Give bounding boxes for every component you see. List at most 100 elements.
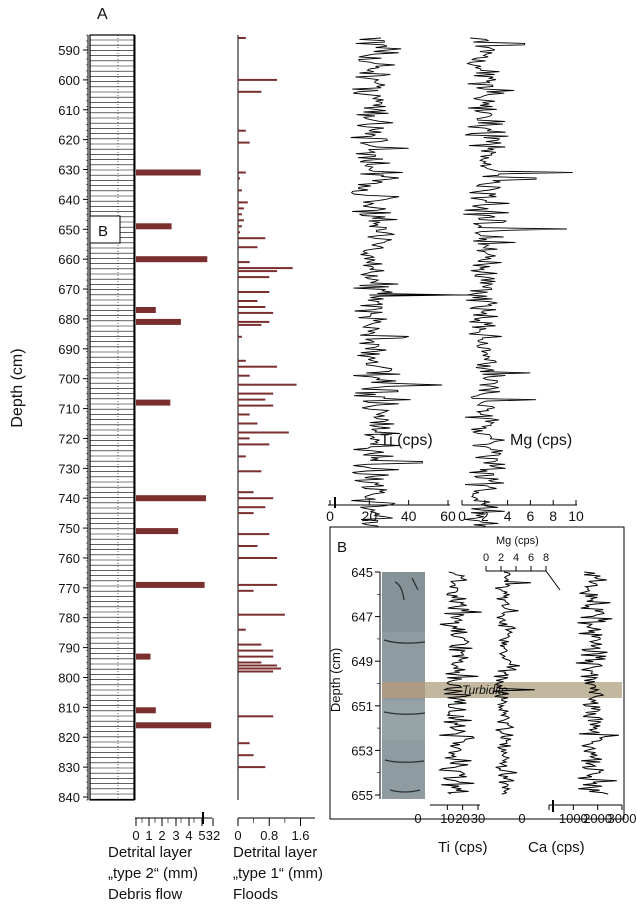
- inset-depth-tick-label: 647: [351, 610, 373, 625]
- type2-label-1: Detrital layer: [108, 844, 192, 861]
- inset-ca-label: Ca (cps): [528, 839, 585, 856]
- type1-bar: [238, 664, 278, 667]
- type1-bar: [238, 276, 270, 279]
- type1-bar: [238, 533, 270, 536]
- depth-tick-label: 700: [58, 372, 80, 387]
- type1-bar: [238, 661, 262, 664]
- depth-tick-label: 790: [58, 641, 80, 656]
- type1-bar: [238, 383, 297, 386]
- depth-tick-label: 770: [58, 581, 80, 596]
- depth-tick-label: 660: [58, 252, 80, 267]
- type1-bar: [238, 213, 242, 216]
- type1-axis: 0 0.8 1.6: [234, 817, 315, 843]
- type2-tick-label: 0: [132, 828, 139, 843]
- type1-bar: [238, 237, 266, 240]
- inset-depth-axis: 645 647 649 651 653 655: [351, 565, 381, 803]
- mg-tick-label: 4: [504, 508, 512, 524]
- type1-bar: [238, 670, 274, 673]
- type1-bar: [238, 583, 278, 586]
- type2-bar: [136, 256, 208, 263]
- mg-label: Mg (cps): [510, 432, 572, 449]
- type1-bar: [238, 219, 244, 222]
- mg-tick-label: 0: [458, 508, 466, 524]
- inset-depth-tick-label: 653: [351, 743, 373, 758]
- type2-bar: [136, 528, 179, 535]
- type1-bar: [238, 431, 289, 434]
- inset-mg-tick-label: 6: [528, 552, 534, 564]
- depth-tick-label: 600: [58, 73, 80, 88]
- ti-tick-label: 20: [362, 508, 378, 524]
- depth-tick-label: 690: [58, 342, 80, 357]
- inset-depth-tick-label: 645: [351, 565, 373, 580]
- inset-depth-tick-label: 651: [351, 699, 373, 714]
- type1-bar: [238, 422, 258, 425]
- ti-tick-label: 40: [401, 508, 417, 524]
- type1-bar: [238, 413, 250, 416]
- type2-tick-label: 3: [172, 828, 179, 843]
- inset-mg-line: [492, 571, 535, 795]
- type2-bar: [136, 495, 206, 502]
- inset-ti-tick-label: 30: [471, 811, 485, 826]
- type1-bar: [238, 455, 246, 458]
- type1-bar: [238, 189, 242, 192]
- depth-tick-label: 630: [58, 163, 80, 178]
- type1-bar: [238, 365, 278, 368]
- type1-bar: [238, 207, 244, 210]
- depth-tick-label: 820: [58, 730, 80, 745]
- type1-bars: [237, 35, 297, 800]
- type1-tick-label: 0: [234, 828, 241, 843]
- inset-depth-tick-label: 655: [351, 788, 373, 803]
- type1-bar: [238, 392, 274, 395]
- inset-mg-tick-label: 4: [513, 552, 519, 564]
- inset-ca-tick-label: 0: [518, 811, 525, 826]
- mg-tick-label: 2: [481, 508, 489, 524]
- depth-axis: 590 600 610 620 630 640 650 660 670 680 690 700 710 7…: [58, 34, 89, 805]
- panel-b-marker-label: B: [98, 223, 108, 240]
- type1-bar: [238, 545, 258, 547]
- type2-axis: 0 1 2 3 4 5 32: [132, 812, 220, 843]
- depth-tick-label: 620: [58, 133, 80, 148]
- type1-bar: [238, 261, 250, 264]
- type1-bar: [238, 171, 246, 174]
- type1-bar: [238, 512, 254, 515]
- type1-bar: [238, 613, 285, 616]
- type1-bar: [238, 335, 242, 338]
- type1-bar: [238, 497, 274, 500]
- type1-bar: [238, 742, 250, 745]
- type1-bar: [238, 37, 246, 39]
- ti-label: Ti (cps): [380, 432, 433, 449]
- type1-bar: [238, 443, 270, 446]
- depth-tick-label: 710: [58, 402, 80, 417]
- depth-tick-label: 750: [58, 521, 80, 536]
- type2-bar: [136, 169, 201, 176]
- type1-bar: [238, 506, 266, 509]
- type1-bar: [238, 129, 246, 132]
- lithology-column: [89, 34, 135, 801]
- mg-axis: 0 2 4 6 8 10: [458, 500, 584, 524]
- type1-bar: [238, 306, 266, 308]
- depth-tick-label: 810: [58, 700, 80, 715]
- type1-bar: [238, 491, 254, 494]
- depth-tick-label: 760: [58, 551, 80, 566]
- type1-bar: [238, 655, 274, 658]
- type2-bar: [136, 307, 156, 313]
- depth-tick-label: 740: [58, 491, 80, 506]
- inset-ti-tick-label: 20: [455, 811, 469, 826]
- type1-tick-label: 0.8: [260, 828, 278, 843]
- type1-bar: [238, 404, 274, 407]
- inset-ti-line: [437, 571, 482, 795]
- panel-label-a: A: [97, 6, 108, 23]
- depth-tick-label: 720: [58, 431, 80, 446]
- type2-bars: [134, 35, 212, 800]
- mg-tick-label: 8: [549, 508, 557, 524]
- type2-tick-label: 32: [206, 828, 220, 843]
- depth-tick-label: 590: [58, 43, 80, 58]
- depth-tick-label: 670: [58, 282, 80, 297]
- type1-bar: [238, 267, 293, 270]
- type1-bar: [238, 649, 274, 652]
- type1-bar: [238, 323, 262, 326]
- inset-mg-tick-label: 0: [483, 552, 489, 564]
- depth-tick-label: 680: [58, 312, 80, 327]
